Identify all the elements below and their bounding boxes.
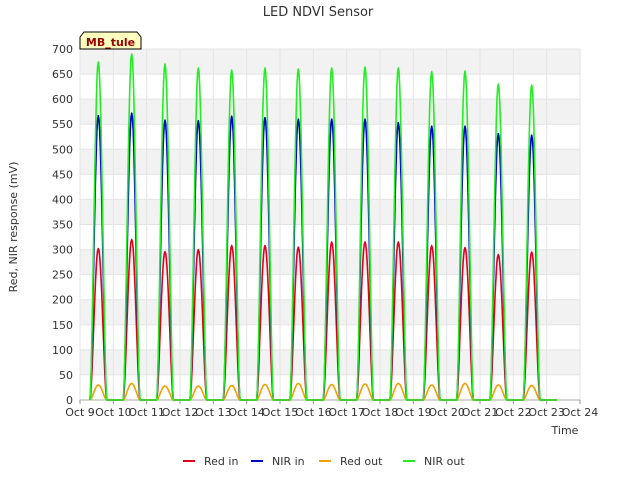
- series-lines: [89, 53, 557, 401]
- x-tick-label: Oct 24: [562, 406, 599, 419]
- x-gridlines: [79, 49, 581, 404]
- y-tick-label: 0: [66, 394, 73, 407]
- x-tick-label: Oct 21: [462, 406, 499, 419]
- legend-label: Red in: [204, 455, 238, 468]
- x-tick-label: Oct 16: [295, 406, 332, 419]
- y-tick-label: 400: [52, 193, 73, 206]
- y-tick-label: 700: [52, 43, 73, 56]
- legend-item: NIR out: [403, 455, 465, 468]
- x-tick-label: Oct 19: [395, 406, 432, 419]
- badge-box: [79, 31, 142, 50]
- y-tick-label: 250: [52, 269, 73, 282]
- x-tick-label: Oct 18: [362, 406, 399, 419]
- legend: Red in NIR in Red out NIR out: [183, 455, 465, 468]
- x-tick-label: Oct 13: [195, 406, 232, 419]
- grid-band: [80, 199, 580, 225]
- legend-item: Red out: [319, 455, 383, 468]
- legend-label: NIR out: [424, 455, 465, 468]
- x-tick-label: Oct 11: [128, 406, 165, 419]
- legend-label: Red out: [340, 455, 383, 468]
- legend-label: NIR in: [272, 455, 305, 468]
- y-tick-label: 300: [52, 244, 73, 257]
- y-tick-label: 450: [52, 168, 73, 181]
- x-tick-label: Oct 12: [162, 406, 199, 419]
- x-tick-label: Oct 10: [95, 406, 132, 419]
- x-tick-label: Oct 17: [328, 406, 365, 419]
- grid-band: [80, 299, 580, 325]
- x-axis-label: Time: [551, 424, 579, 437]
- y-tick-label: 200: [52, 294, 73, 307]
- site-badge: MB_tule: [79, 31, 142, 50]
- y-tick-label: 650: [52, 68, 73, 81]
- badge-label: MB_tule: [86, 36, 135, 49]
- x-tick-label: Oct 22: [495, 406, 532, 419]
- legend-item: NIR in: [251, 455, 305, 468]
- y-tick-label: 50: [59, 369, 73, 382]
- x-tick-label: Oct 20: [428, 406, 465, 419]
- x-tick-label: Oct 15: [262, 406, 299, 419]
- chart-title: LED NDVI Sensor: [263, 5, 374, 20]
- series-line-nir-out: [89, 53, 557, 401]
- legend-item: Red in: [183, 455, 238, 468]
- y-tick-label: 600: [52, 93, 73, 106]
- grid-band: [80, 349, 580, 375]
- y-tick-label: 350: [52, 219, 73, 232]
- y-tick-labels: 0 50 100 150 200 250 300 350 400 450 500 550 600 650 7…: [52, 43, 73, 407]
- y-axis-label: Red, NIR response (mV): [7, 162, 20, 293]
- y-tick-label: 150: [52, 319, 73, 332]
- y-tick-label: 550: [52, 118, 73, 131]
- x-tick-label: Oct 23: [528, 406, 565, 419]
- y-tick-label: 500: [52, 143, 73, 156]
- x-tick-label: Oct 14: [228, 406, 265, 419]
- y-tick-label: 100: [52, 344, 73, 357]
- grid-band: [80, 49, 580, 75]
- x-tick-label: Oct 9: [65, 406, 95, 419]
